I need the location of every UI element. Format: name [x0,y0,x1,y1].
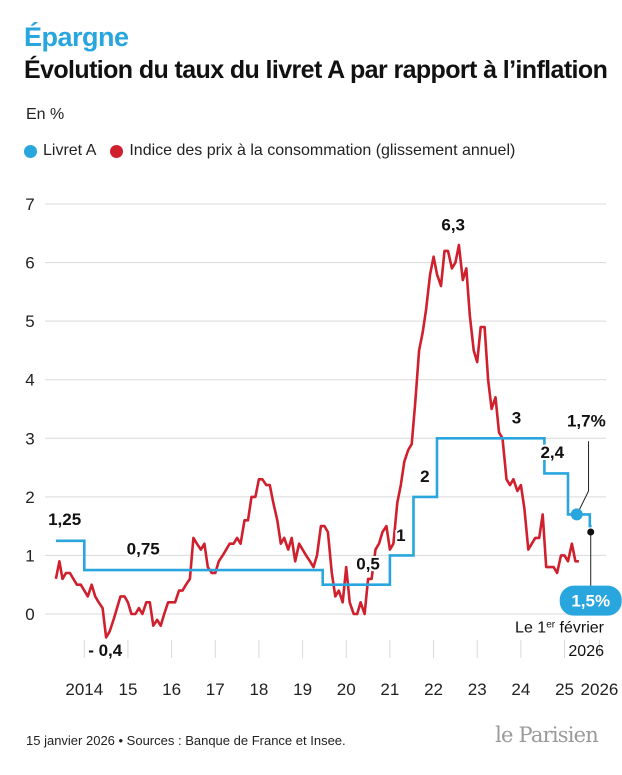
data-label-1-7%: 1,7% [567,412,606,431]
unit-label: En % [26,106,65,123]
series-line-livret-a [55,437,592,586]
legend: Livret A Indice des prix à la consommati… [24,142,529,160]
inflation-current-dot [587,528,595,536]
legend-item-livret-a: Livret A [24,142,96,160]
y-tick-label-7: 7 [25,195,34,214]
callout-date-superscript: er [546,619,556,630]
y-axis: 0 1 2 3 4 5 6 7 [25,195,34,624]
x-tick-label-25: 25 [555,680,574,699]
legend-item-inflation: Indice des prix à la consommation (gliss… [110,142,515,160]
chart-title: Évolution du taux du livret A par rappor… [24,56,608,84]
data-label-0-75: 0,75 [127,539,160,558]
callout-date-suffix: février [555,620,605,637]
x-tick-label-24: 24 [511,680,530,699]
y-tick-label-2: 2 [25,488,34,507]
x-tick-label-15: 15 [118,680,137,699]
y-tick-label-3: 3 [25,429,34,448]
data-label-0-5: 0,5 [356,554,380,573]
callouts: 1,5% Le 1er février 2026 [515,441,622,660]
x-axis: 2014 15 16 17 18 19 20 21 22 23 24 25 2026 [65,680,618,699]
kicker: Épargne [24,22,129,52]
data-label-6-3: 6,3 [441,215,465,234]
y-tick-label-1: 1 [25,546,34,565]
x-tick-label-2014: 2014 [65,680,103,699]
callout-date-prefix: Le 1 [515,620,546,637]
data-label-2: 2 [420,467,429,486]
callout-leader-1-7 [578,490,589,512]
x-tick-label-23: 23 [468,680,487,699]
series-line-inflation [54,243,579,639]
livret-a-current-dot [570,508,583,521]
data-label-3: 3 [512,409,521,428]
y-tick-label-6: 6 [25,254,34,273]
gridlines [45,203,606,658]
source-note: 15 janvier 2026 • Sources : Banque de Fr… [26,733,346,748]
y-tick-label-0: 0 [25,605,34,624]
data-label-1: 1 [396,526,405,545]
legend-swatch-inflation [110,144,124,158]
data-labels: 1,25 0,75 - 0,4 0,5 1 2 6,3 3 2,41,7% [46,213,608,662]
legend-swatch-livret-a [24,144,37,158]
x-tick-label-20: 20 [337,680,356,699]
data-label-1-25: 1,25 [48,510,81,529]
y-tick-label-5: 5 [25,312,34,331]
data-label-2-4: 2,4 [540,443,564,462]
publisher-logo: le Parisien [495,723,599,747]
x-tick-label-22: 22 [424,680,443,699]
x-tick-label-17: 17 [206,680,225,699]
x-tick-label-19: 19 [293,680,312,699]
inflation-value-text: 1,5% [571,592,610,611]
x-tick-label-16: 16 [162,680,181,699]
x-tick-label-21: 21 [380,680,399,699]
x-tick-label-2026: 2026 [581,680,619,699]
x-tick-label-18: 18 [249,680,268,699]
inflation-value-badge [559,585,622,616]
y-tick-label-4: 4 [25,371,34,390]
series-group [54,243,592,639]
callout-date: Le 1er février [515,619,605,637]
data-label--0-4: - 0,4 [88,641,123,660]
legend-label-livret-a: Livret A [43,142,97,159]
legend-label-inflation: Indice des prix à la consommation (gliss… [129,142,516,159]
callout-year: 2026 [568,643,604,660]
